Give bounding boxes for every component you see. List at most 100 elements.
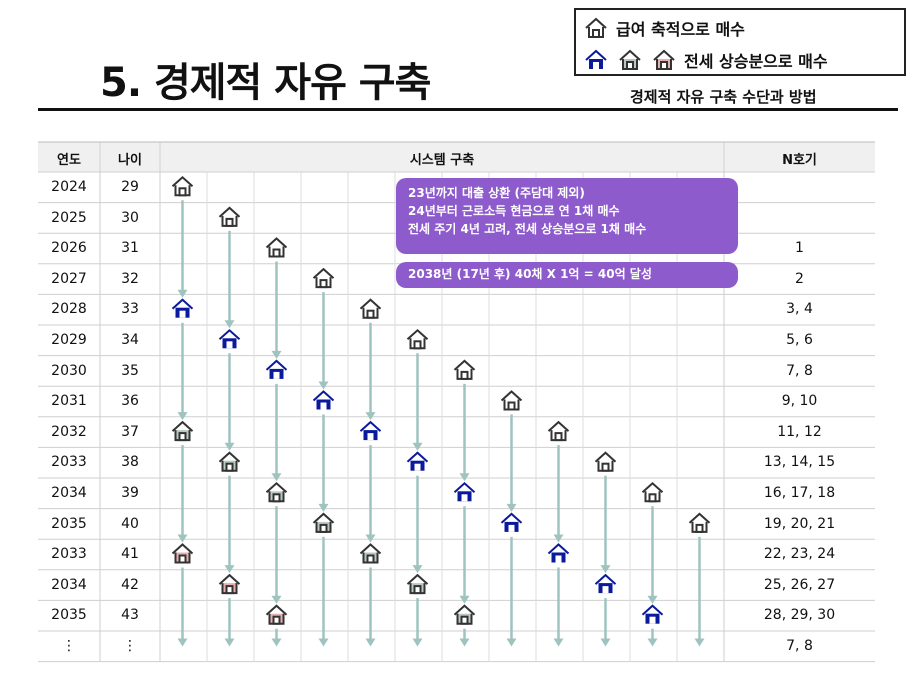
arrow-head xyxy=(271,473,282,482)
house-navy-icon xyxy=(641,604,664,624)
cell-year: 2031 xyxy=(51,393,87,410)
house-navy-icon xyxy=(171,298,194,318)
arrow-head xyxy=(224,442,235,451)
arrow-head xyxy=(647,595,658,604)
cell-age: 39 xyxy=(121,485,139,501)
cell-count: 9, 10 xyxy=(781,393,818,410)
house-navy-icon xyxy=(594,573,617,594)
house-outline-icon xyxy=(171,175,194,197)
cell-age: 36 xyxy=(121,393,139,410)
arrow-head xyxy=(318,381,329,390)
cell-age: 33 xyxy=(121,301,139,318)
arrow-head xyxy=(224,565,235,574)
page-title: 5. 경제적 자유 구축 xyxy=(100,60,431,106)
house-navy-icon xyxy=(453,481,476,502)
arrow-head xyxy=(600,638,611,647)
house-navy-icon xyxy=(218,328,241,349)
cell-age: 41 xyxy=(121,546,139,563)
header-year: 연도 xyxy=(57,153,81,168)
cell-age: 35 xyxy=(121,362,139,379)
house-gray-icon xyxy=(265,481,288,503)
house-gray-icon xyxy=(359,543,382,564)
header-count: N호기 xyxy=(782,153,817,168)
cell-year: 2035 xyxy=(51,515,87,532)
cell-year: 2032 xyxy=(51,423,87,440)
cell-count: 2 xyxy=(795,270,804,287)
arrow-head xyxy=(365,534,376,543)
arrow-head xyxy=(177,534,188,543)
header-age: 나이 xyxy=(118,153,142,168)
house-outline-icon xyxy=(265,237,288,258)
cell-year: 2034 xyxy=(51,485,87,501)
arrow-head xyxy=(459,473,470,482)
house-navy-icon xyxy=(500,512,523,532)
arrow-head xyxy=(600,565,611,574)
cell-age: ⋮ xyxy=(123,638,137,654)
cell-count: 25, 26, 27 xyxy=(763,576,836,593)
house-navy-icon xyxy=(547,543,570,563)
arrow-head xyxy=(177,289,188,298)
legend-box: 급여 축적으로 매수 전세 상승분으로 매수 xyxy=(574,8,906,76)
house-pink-icon xyxy=(653,49,675,70)
cell-year: 2033 xyxy=(51,454,87,471)
house-outline-icon xyxy=(218,206,241,227)
cell-year: 2029 xyxy=(51,332,87,348)
arrow-head xyxy=(459,595,470,604)
arrow-head xyxy=(694,638,705,647)
cell-year: 2024 xyxy=(51,179,87,195)
note-line-3: 전세 주기 4년 고려, 전세 상승분으로 1채 매수 xyxy=(408,222,647,236)
cell-count: 3, 4 xyxy=(786,301,813,318)
arrow-head xyxy=(177,412,188,421)
house-outline-icon xyxy=(453,359,476,380)
cell-count: 13, 14, 15 xyxy=(763,454,836,471)
cell-count: 1 xyxy=(795,240,804,257)
arrow-head xyxy=(412,638,423,647)
house-navy-icon xyxy=(406,451,429,471)
arrow-head xyxy=(412,442,423,451)
arrow-head xyxy=(553,534,564,543)
arrow-head xyxy=(365,412,376,421)
arrow-head xyxy=(365,638,376,647)
title-underline xyxy=(38,108,898,111)
arrow-head xyxy=(506,503,517,512)
house-gray-icon xyxy=(619,49,641,70)
note-box-goal: 2038년 (17년 후) 40채 X 1억 = 40억 달성 xyxy=(396,262,738,288)
house-gray-icon xyxy=(218,451,241,472)
cell-count: 11, 12 xyxy=(777,423,822,440)
cell-age: 43 xyxy=(121,607,139,624)
cell-year: 2026 xyxy=(51,240,87,257)
cell-count: 22, 23, 24 xyxy=(763,546,836,563)
house-gray-icon xyxy=(406,573,429,595)
cell-year: 2025 xyxy=(51,209,87,226)
arrow-head xyxy=(224,320,235,329)
arrow-head xyxy=(271,638,282,647)
arrow-head xyxy=(647,638,658,647)
table-header-bg xyxy=(38,142,875,172)
house-outline-icon xyxy=(641,481,664,503)
house-outline-icon xyxy=(359,298,382,319)
house-outline-icon xyxy=(406,328,429,350)
cell-year: 2028 xyxy=(51,301,87,318)
cell-year: 2027 xyxy=(51,270,87,287)
cell-count: 16, 17, 18 xyxy=(763,485,836,501)
cell-age: 37 xyxy=(121,423,139,440)
cell-age: 29 xyxy=(121,179,139,195)
house-outline-icon xyxy=(594,451,617,472)
note-goal-text: 2038년 (17년 후) 40채 X 1억 = 40억 달성 xyxy=(408,267,652,281)
cell-age: 32 xyxy=(121,270,139,287)
cell-count: 7, 8 xyxy=(786,638,813,654)
cell-age: 42 xyxy=(121,576,139,593)
cell-year: 2034 xyxy=(51,576,87,593)
cell-year: 2035 xyxy=(51,607,87,624)
note-line-1: 23년까지 대출 상환 (주담대 제외) xyxy=(408,186,585,200)
cell-age: 40 xyxy=(121,515,139,532)
house-outline-icon xyxy=(688,512,711,533)
header-system: 시스템 구축 xyxy=(409,153,475,168)
house-outline-icon xyxy=(585,17,607,38)
legend-jeonse-label: 전세 상승분으로 매수 xyxy=(684,52,828,71)
house-pink-icon xyxy=(265,604,288,625)
note-box-plan: 23년까지 대출 상환 (주담대 제외) 24년부터 근로소득 현금으로 연 1… xyxy=(396,178,738,254)
house-pink-icon xyxy=(218,573,241,595)
cell-year: 2030 xyxy=(51,362,87,379)
cell-count: 5, 6 xyxy=(786,332,813,348)
